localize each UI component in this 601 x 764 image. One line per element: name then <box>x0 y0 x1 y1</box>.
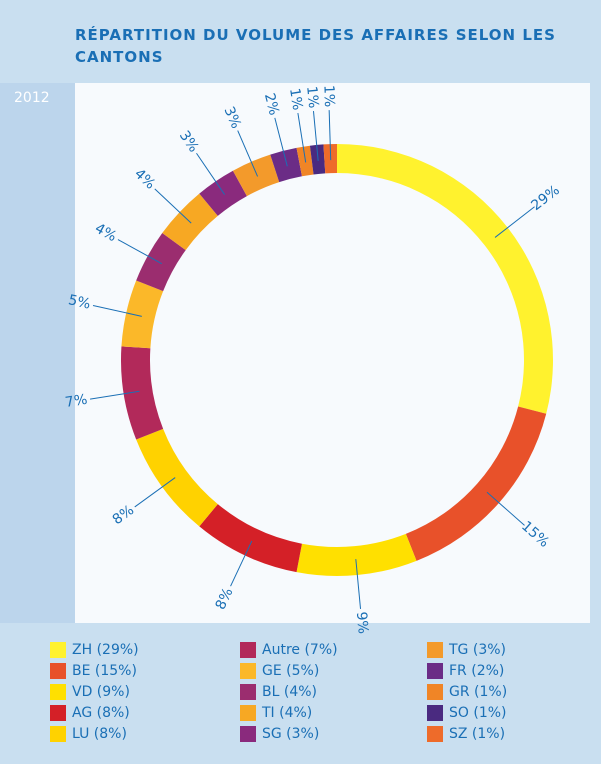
slice-label: 9% <box>353 611 371 635</box>
leader-line <box>230 540 253 587</box>
legend-label: LU (8%) <box>72 726 127 742</box>
slice <box>121 280 164 349</box>
legend-label: AG (8%) <box>72 705 130 721</box>
legend-label: VD (9%) <box>72 684 130 700</box>
slice <box>296 533 417 577</box>
legend-swatch <box>240 705 256 721</box>
slice <box>121 346 164 440</box>
leader-line <box>92 304 142 317</box>
legend-swatch <box>427 705 443 721</box>
slice <box>199 170 247 216</box>
slice <box>232 154 280 197</box>
slice-label: 1% <box>303 85 321 109</box>
leader-line <box>494 206 535 238</box>
slice-label: 1% <box>286 87 305 111</box>
slice <box>199 504 302 573</box>
slice-label: 5% <box>67 292 92 312</box>
legend-label: Autre (7%) <box>262 642 338 658</box>
legend-swatch <box>427 663 443 679</box>
chart-title: RÉPARTITION DU VOLUME DES AFFAIRES SELON… <box>75 25 556 66</box>
leader-line <box>328 110 332 161</box>
legend-swatch <box>427 726 443 742</box>
legend-swatch <box>50 663 66 679</box>
leader-line <box>297 112 307 163</box>
legend-label: GR (1%) <box>449 684 507 700</box>
leader-line <box>154 188 192 224</box>
slice <box>405 406 547 561</box>
side-strip <box>0 83 75 623</box>
legend-swatch <box>50 705 66 721</box>
slice-label: 7% <box>64 392 88 411</box>
legend-swatch <box>240 642 256 658</box>
slice-label: 1% <box>320 85 337 108</box>
slice <box>270 147 302 183</box>
slice <box>136 428 218 527</box>
leader-line <box>486 491 525 526</box>
leader-line <box>196 152 225 195</box>
legend-swatch <box>240 726 256 742</box>
slice-label: 2% <box>261 92 282 117</box>
legend-label: GE (5%) <box>262 663 319 679</box>
leader-line <box>355 559 362 609</box>
leader-line <box>134 477 176 508</box>
leader-line <box>312 111 319 161</box>
legend-swatch <box>50 642 66 658</box>
legend-swatch <box>240 663 256 679</box>
leader-line <box>89 390 140 400</box>
title-line: RÉPARTITION DU VOLUME DES AFFAIRES SELON… <box>75 25 556 44</box>
leader-line <box>237 130 259 177</box>
slice <box>136 233 186 292</box>
legend-label: SO (1%) <box>449 705 507 721</box>
legend-label: ZH (29%) <box>72 642 139 658</box>
legend-swatch <box>240 684 256 700</box>
legend-label: FR (2%) <box>449 663 504 679</box>
legend-swatch <box>427 684 443 700</box>
leader-line <box>274 117 288 167</box>
legend-swatch <box>50 726 66 742</box>
legend-label: SG (3%) <box>262 726 319 742</box>
legend-label: TI (4%) <box>261 705 312 721</box>
legend-label: BE (15%) <box>72 663 137 679</box>
leader-line <box>117 239 162 265</box>
title-line: CANTONS <box>75 48 164 66</box>
legend-swatch <box>50 684 66 700</box>
legend-swatch <box>427 642 443 658</box>
slice <box>337 144 553 414</box>
legend-label: BL (4%) <box>262 684 317 700</box>
year-label: 2012 <box>14 90 50 106</box>
legend-label: TG (3%) <box>448 642 506 658</box>
legend-label: SZ (1%) <box>449 726 505 742</box>
